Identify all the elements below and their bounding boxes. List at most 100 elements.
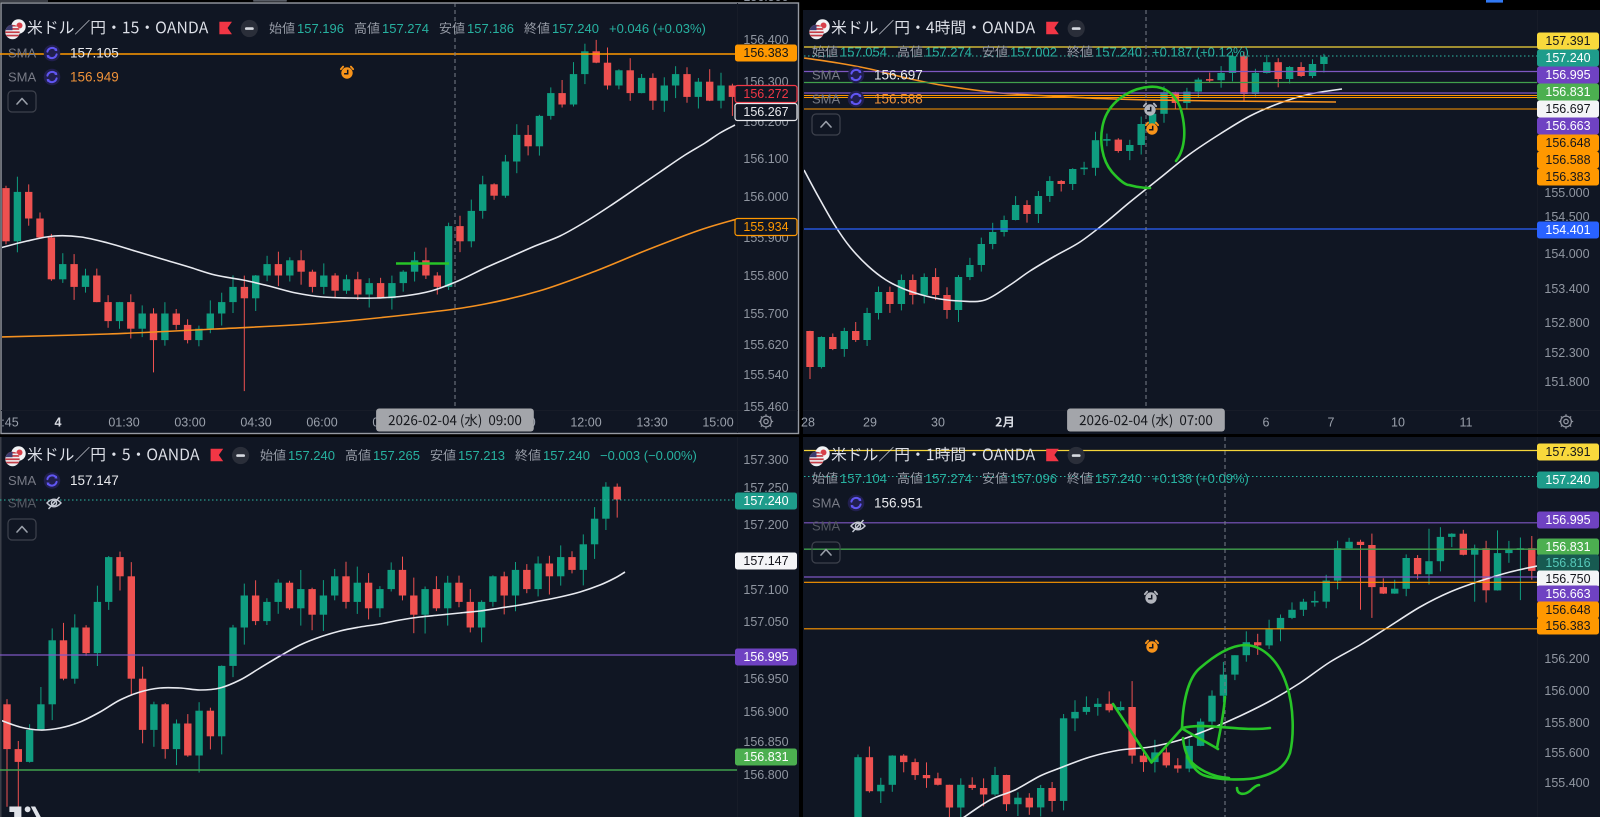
svg-text:157.196: 157.196 xyxy=(297,21,344,36)
svg-text:154.401: 154.401 xyxy=(1545,223,1590,237)
svg-text:156.816: 156.816 xyxy=(1545,556,1590,570)
svg-text:155.000: 155.000 xyxy=(1544,186,1589,200)
svg-text:151.800: 151.800 xyxy=(1544,375,1589,389)
svg-text:157.274: 157.274 xyxy=(925,44,972,59)
svg-text:28: 28 xyxy=(801,416,815,430)
svg-text:SMA: SMA xyxy=(8,473,37,488)
svg-text:155.800: 155.800 xyxy=(1544,716,1589,730)
svg-text:155.620: 155.620 xyxy=(743,338,788,352)
svg-text:157.274: 157.274 xyxy=(382,21,429,36)
svg-text:03:00: 03:00 xyxy=(174,416,205,430)
svg-text:157.240: 157.240 xyxy=(1095,471,1142,486)
svg-text:156.588: 156.588 xyxy=(874,92,923,107)
svg-text:157.050: 157.050 xyxy=(743,615,788,629)
svg-text:156.383: 156.383 xyxy=(1545,170,1590,184)
svg-text:157.147: 157.147 xyxy=(70,473,119,488)
svg-text:30: 30 xyxy=(931,416,945,430)
svg-text:157.105: 157.105 xyxy=(70,46,119,61)
svg-text:157.100: 157.100 xyxy=(743,583,788,597)
svg-text:153.400: 153.400 xyxy=(1544,282,1589,296)
svg-text:156.831: 156.831 xyxy=(1545,540,1590,554)
svg-text:156.648: 156.648 xyxy=(1545,603,1590,617)
svg-text:155.934: 155.934 xyxy=(743,220,788,234)
svg-text:156.697: 156.697 xyxy=(874,68,923,83)
svg-text:+0.138 (+0.09%): +0.138 (+0.09%) xyxy=(1152,471,1249,486)
svg-text:156.995: 156.995 xyxy=(1545,513,1590,527)
svg-text:155.700: 155.700 xyxy=(743,307,788,321)
svg-text:6: 6 xyxy=(1263,416,1270,430)
svg-text:SMA: SMA xyxy=(812,519,841,534)
svg-text:156.000: 156.000 xyxy=(743,190,788,204)
svg-text:152.300: 152.300 xyxy=(1544,346,1589,360)
svg-text:155.400: 155.400 xyxy=(1544,776,1589,790)
svg-text:157.240: 157.240 xyxy=(743,494,788,508)
svg-text:152.800: 152.800 xyxy=(1544,316,1589,330)
svg-text:156.900: 156.900 xyxy=(743,705,788,719)
svg-text:154.000: 154.000 xyxy=(1544,247,1589,261)
svg-text:157.104: 157.104 xyxy=(840,471,887,486)
svg-text:SMA: SMA xyxy=(8,496,37,511)
svg-text:SMA: SMA xyxy=(8,46,37,61)
svg-text:04:30: 04:30 xyxy=(240,416,271,430)
svg-text:157.240: 157.240 xyxy=(1545,473,1590,487)
svg-text:157.240: 157.240 xyxy=(552,21,599,36)
svg-text:157.002: 157.002 xyxy=(1010,44,1057,59)
svg-text:156.000: 156.000 xyxy=(1544,684,1589,698)
svg-text:157.391: 157.391 xyxy=(1545,34,1590,48)
svg-text:157.200: 157.200 xyxy=(743,518,788,532)
svg-text:157.250: 157.250 xyxy=(743,481,788,495)
svg-text:156.400: 156.400 xyxy=(743,33,788,47)
svg-text:157.096: 157.096 xyxy=(1010,471,1057,486)
svg-text:156.995: 156.995 xyxy=(743,650,788,664)
svg-text:154.500: 154.500 xyxy=(1544,210,1589,224)
svg-text:156.831: 156.831 xyxy=(1545,85,1590,99)
svg-text:SMA: SMA xyxy=(812,496,841,511)
svg-text:156.800: 156.800 xyxy=(743,768,788,782)
svg-text:156.272: 156.272 xyxy=(743,87,788,101)
svg-text:12:00: 12:00 xyxy=(570,416,601,430)
svg-text:01:30: 01:30 xyxy=(108,416,139,430)
svg-text:SMA: SMA xyxy=(8,70,37,85)
svg-text:157.054: 157.054 xyxy=(840,44,887,59)
svg-text:156.100: 156.100 xyxy=(743,152,788,166)
svg-text:157.240: 157.240 xyxy=(543,448,590,463)
svg-text:29: 29 xyxy=(863,416,877,430)
svg-text:155.800: 155.800 xyxy=(743,269,788,283)
svg-text:4: 4 xyxy=(55,416,62,430)
svg-text:155.600: 155.600 xyxy=(1544,746,1589,760)
svg-text:156.950: 156.950 xyxy=(743,672,788,686)
svg-text:155.540: 155.540 xyxy=(743,368,788,382)
svg-text:156.383: 156.383 xyxy=(1545,619,1590,633)
svg-text:−0.003 (−0.00%): −0.003 (−0.00%) xyxy=(600,448,697,463)
svg-text:156.750: 156.750 xyxy=(1545,572,1590,586)
svg-text:11: 11 xyxy=(1460,416,1473,430)
svg-text:157.147: 157.147 xyxy=(743,554,788,568)
svg-text:157.274: 157.274 xyxy=(925,471,972,486)
svg-text:7: 7 xyxy=(1328,416,1335,430)
svg-text:156.663: 156.663 xyxy=(1545,119,1590,133)
svg-text:06:00: 06:00 xyxy=(306,416,337,430)
svg-text:156.831: 156.831 xyxy=(743,750,788,764)
svg-text:156.951: 156.951 xyxy=(874,496,923,511)
svg-text:156.995: 156.995 xyxy=(1545,68,1590,82)
svg-text:157.240: 157.240 xyxy=(288,448,335,463)
svg-text:157.300: 157.300 xyxy=(743,453,788,467)
svg-text:157.240: 157.240 xyxy=(1095,44,1142,59)
svg-text:SMA: SMA xyxy=(812,68,841,83)
svg-text:156.267: 156.267 xyxy=(743,105,788,119)
svg-text:+0.046 (+0.03%): +0.046 (+0.03%) xyxy=(609,21,706,36)
svg-text:156.588: 156.588 xyxy=(1545,153,1590,167)
svg-text:10: 10 xyxy=(1391,416,1405,430)
svg-text:157.265: 157.265 xyxy=(373,448,420,463)
svg-text:156.949: 156.949 xyxy=(70,70,119,85)
svg-text:156.648: 156.648 xyxy=(1545,136,1590,150)
svg-text:13:30: 13:30 xyxy=(636,416,667,430)
svg-text:157.186: 157.186 xyxy=(467,21,514,36)
svg-text:157.213: 157.213 xyxy=(458,448,505,463)
svg-text:+0.187 (+0.12%): +0.187 (+0.12%) xyxy=(1152,44,1249,59)
svg-text:SMA: SMA xyxy=(812,92,841,107)
svg-text::45: :45 xyxy=(1,416,18,430)
svg-text:156.697: 156.697 xyxy=(1545,102,1590,116)
svg-text:157.240: 157.240 xyxy=(1545,51,1590,65)
svg-text:156.383: 156.383 xyxy=(743,46,788,60)
